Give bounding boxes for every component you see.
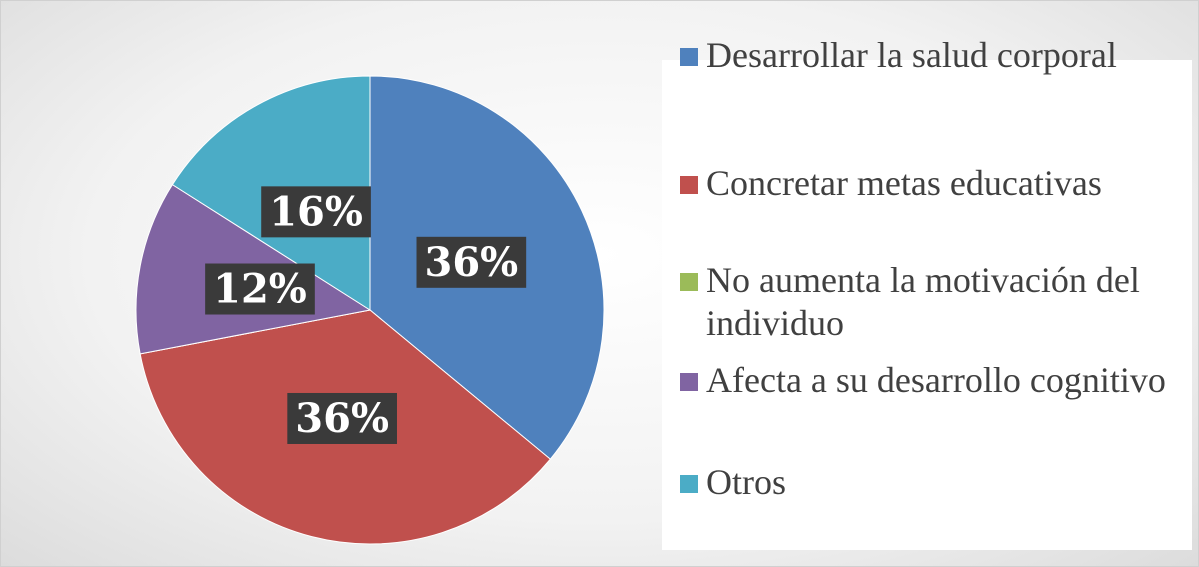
legend-swatch <box>680 475 698 493</box>
data-label-box <box>287 392 397 444</box>
data-label-group: 16% <box>261 186 371 238</box>
legend: Desarrollar la salud corporal Concretar m… <box>662 35 1192 550</box>
legend-label: Afecta a su desarrollo cognitivo <box>706 360 1166 400</box>
legend-swatch <box>680 273 698 291</box>
legend-swatch <box>680 373 698 391</box>
legend-label: Desarrollar la salud corporal <box>706 35 1117 75</box>
data-label: 36% <box>295 395 389 442</box>
data-label-box <box>416 236 527 288</box>
data-label-group: 36% <box>287 392 397 444</box>
legend-label: Otros <box>706 462 786 502</box>
chart: 36% 36% 12% 16% <box>135 75 605 545</box>
legend-label: No aumenta la motivación del individuo <box>706 260 1140 343</box>
data-label-group: 36% <box>416 236 527 288</box>
data-label-group: 12% <box>205 263 315 315</box>
data-label: 16% <box>269 188 363 235</box>
legend-label: Concretar metas educativas <box>706 163 1102 203</box>
legend-swatch <box>680 48 698 66</box>
data-label-box <box>261 186 371 238</box>
data-label-box <box>205 263 315 315</box>
data-label: 12% <box>213 266 307 313</box>
data-label: 36% <box>425 239 519 286</box>
legend-swatch <box>680 176 698 194</box>
